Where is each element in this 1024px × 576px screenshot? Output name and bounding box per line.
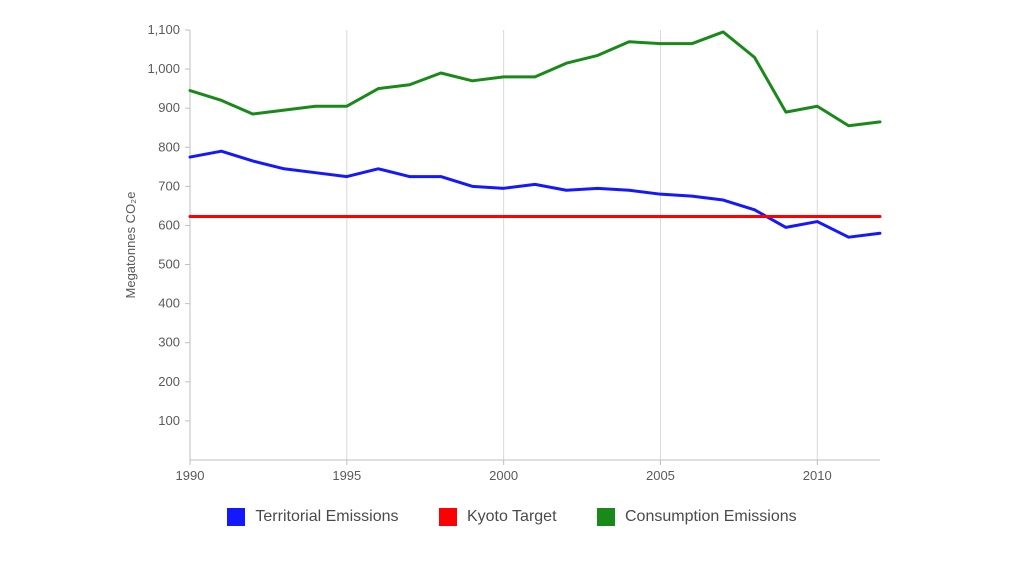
- legend-label: Kyoto Target: [467, 508, 557, 526]
- legend-label: Consumption Emissions: [625, 508, 797, 526]
- legend-item-consumption: Consumption Emissions: [597, 508, 797, 526]
- legend-item-kyoto: Kyoto Target: [439, 508, 557, 526]
- svg-text:900: 900: [158, 100, 180, 115]
- svg-text:2005: 2005: [646, 468, 675, 483]
- series-territorial: [190, 151, 880, 237]
- legend-swatch: [439, 508, 457, 526]
- svg-text:1990: 1990: [176, 468, 205, 483]
- svg-text:500: 500: [158, 257, 180, 272]
- chart-legend: Territorial Emissions Kyoto Target Consu…: [0, 508, 1024, 531]
- legend-swatch: [597, 508, 615, 526]
- svg-text:2000: 2000: [489, 468, 518, 483]
- emissions-line-chart: 100 200 300 400 500 600 700 800 900 1,000 1,100 199…: [0, 0, 1024, 576]
- series-consumption: [190, 32, 880, 126]
- legend-item-territorial: Territorial Emissions: [227, 508, 398, 526]
- svg-text:1,100: 1,100: [147, 22, 180, 37]
- svg-text:300: 300: [158, 335, 180, 350]
- legend-swatch: [227, 508, 245, 526]
- legend-label: Territorial Emissions: [255, 508, 398, 526]
- chart-svg: 100 200 300 400 500 600 700 800 900 1,000 1,100 199…: [0, 0, 1024, 576]
- svg-text:700: 700: [158, 178, 180, 193]
- svg-text:800: 800: [158, 139, 180, 154]
- svg-text:200: 200: [158, 374, 180, 389]
- svg-text:2010: 2010: [803, 468, 832, 483]
- svg-text:1,000: 1,000: [147, 61, 180, 76]
- svg-text:600: 600: [158, 217, 180, 232]
- svg-text:100: 100: [158, 413, 180, 428]
- svg-text:400: 400: [158, 296, 180, 311]
- svg-text:1995: 1995: [332, 468, 361, 483]
- svg-text:Megatonnes CO₂e: Megatonnes CO₂e: [123, 192, 138, 299]
